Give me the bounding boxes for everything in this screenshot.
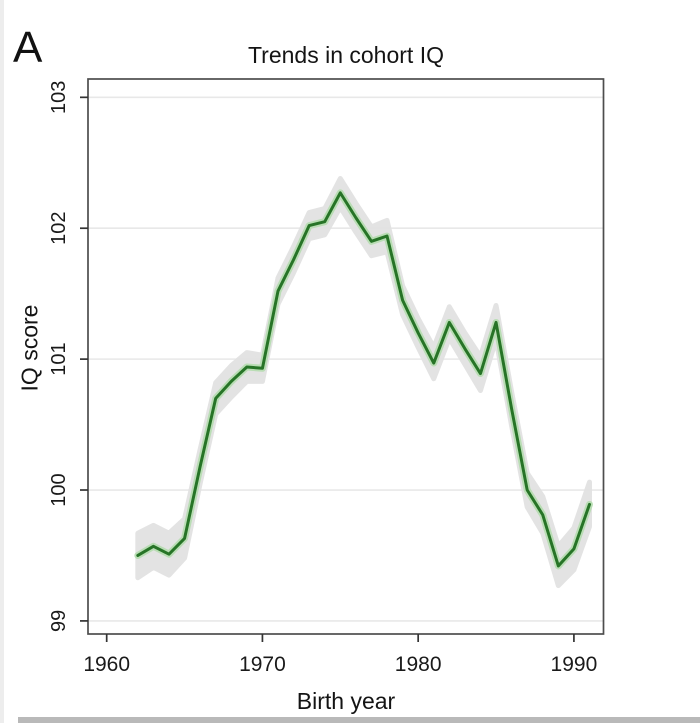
y-tick-label: 102 [48,212,70,245]
scan-edge-artifact-bottom [18,717,700,723]
line-halo [134,189,593,570]
frame-rect [87,78,605,635]
scan-edge-artifact-left [0,0,4,723]
x-tick-label: 1980 [395,653,442,676]
chart-title: Trends in cohort IQ [247,42,444,68]
gridlines [88,96,604,622]
axis-ticks [80,96,575,642]
x-axis-title: Birth year [296,688,396,714]
x-tick-label: 1960 [83,653,130,676]
panel-letter: A [13,23,43,72]
ci-band [135,175,592,589]
plot-frame [87,78,605,635]
y-tick-label: 99 [48,610,70,632]
y-tick-label: 101 [48,342,70,375]
confidence-band [135,175,592,589]
axis-tick-labels: 99 100 101 102 103 1960 1970 1980 1990 [48,81,597,676]
y-tick-label: 100 [48,473,70,506]
x-tick-label: 1990 [551,653,598,676]
trend-line [134,189,593,570]
y-tick-label: 103 [48,81,70,114]
x-tick-label: 1970 [239,653,286,676]
line-cohort-iq [136,191,591,568]
